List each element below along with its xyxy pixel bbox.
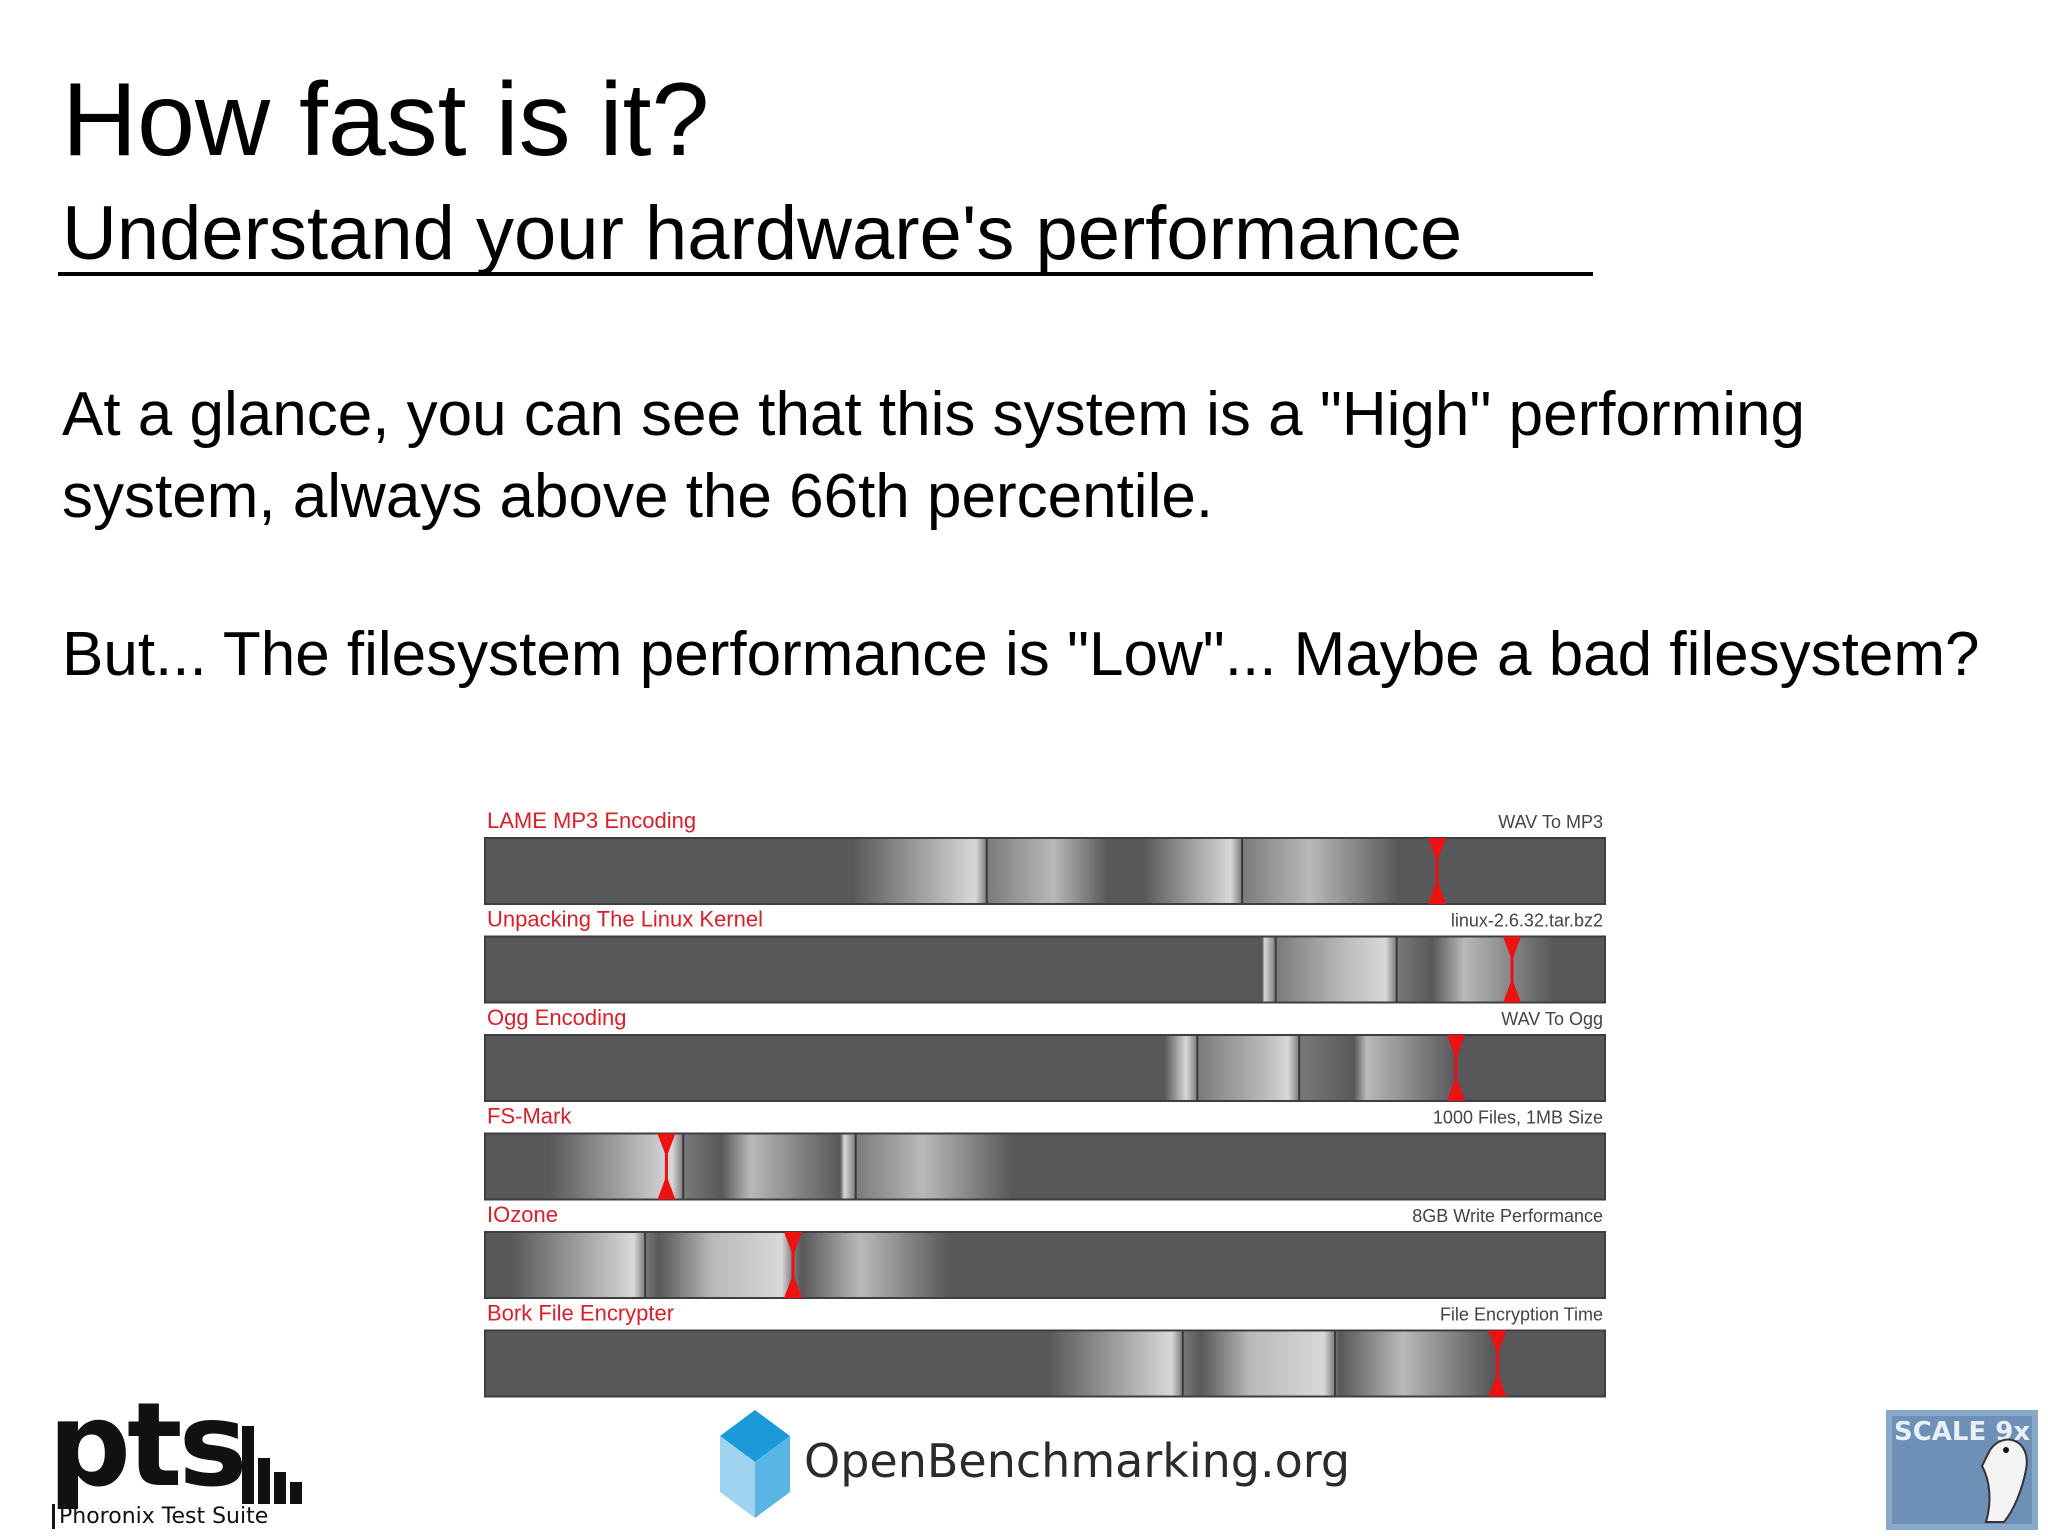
benchmark-config-label: WAV To MP3 <box>1498 812 1603 832</box>
benchmark-name-label: LAME MP3 Encoding <box>487 808 696 833</box>
result-marker <box>1428 838 1446 904</box>
benchmark-percentile-bar <box>484 1329 1606 1398</box>
benchmark-config-label: File Encryption Time <box>1440 1305 1603 1325</box>
result-marker <box>1503 936 1522 1003</box>
benchmark-name-label: FS-Mark <box>487 1104 572 1129</box>
benchmark-percentile-bar <box>484 1132 1606 1201</box>
penguin-icon <box>1980 1438 2028 1523</box>
subtitle-underline <box>58 272 1593 276</box>
slide-title: How fast is it? <box>62 62 710 178</box>
phoronix-test-suite-logo: pts Phoronix Test Suite <box>48 1388 308 1530</box>
benchmark-config-label: 8GB Write Performance <box>1412 1206 1603 1226</box>
benchmark-percentile-bar <box>484 837 1606 905</box>
result-marker <box>657 1133 676 1200</box>
result-marker <box>1488 1330 1507 1397</box>
benchmark-percentile-bar <box>484 1034 1606 1102</box>
benchmark-name-label: Bork File Encrypter <box>487 1301 674 1326</box>
openbenchmarking-cube-icon <box>720 1410 790 1518</box>
openbenchmarking-logo: OpenBenchmarking.org <box>720 1410 1360 1520</box>
pts-bars-icon <box>242 1426 302 1504</box>
benchmark-percentile-bar <box>484 935 1606 1004</box>
benchmark-config-label: WAV To Ogg <box>1501 1009 1603 1029</box>
scale-9x-logo: SCALE 9x <box>1886 1410 2038 1530</box>
openbenchmarking-text: OpenBenchmarking.org <box>804 1434 1351 1488</box>
benchmark-config-label: 1000 Files, 1MB Size <box>1433 1108 1603 1128</box>
benchmark-name-label: Unpacking The Linux Kernel <box>487 907 763 932</box>
result-marker <box>784 1232 802 1298</box>
benchmark-name-label: IOzone <box>487 1202 558 1227</box>
benchmark-name-label: Ogg Encoding <box>487 1005 626 1030</box>
pts-logo-word: pts <box>48 1378 248 1513</box>
benchmark-config-label: linux-2.6.32.tar.bz2 <box>1451 911 1603 931</box>
paragraph-filesystem-low: But... The filesystem performance is "Lo… <box>62 620 1980 689</box>
paragraph-high-performance: At a glance, you can see that this syste… <box>62 380 1805 531</box>
pts-tagline: Phoronix Test Suite <box>52 1504 268 1529</box>
benchmark-percentile-bar <box>484 1231 1606 1299</box>
slide-subtitle: Understand your hardware's performance <box>62 191 1463 276</box>
result-marker <box>1447 1035 1466 1101</box>
